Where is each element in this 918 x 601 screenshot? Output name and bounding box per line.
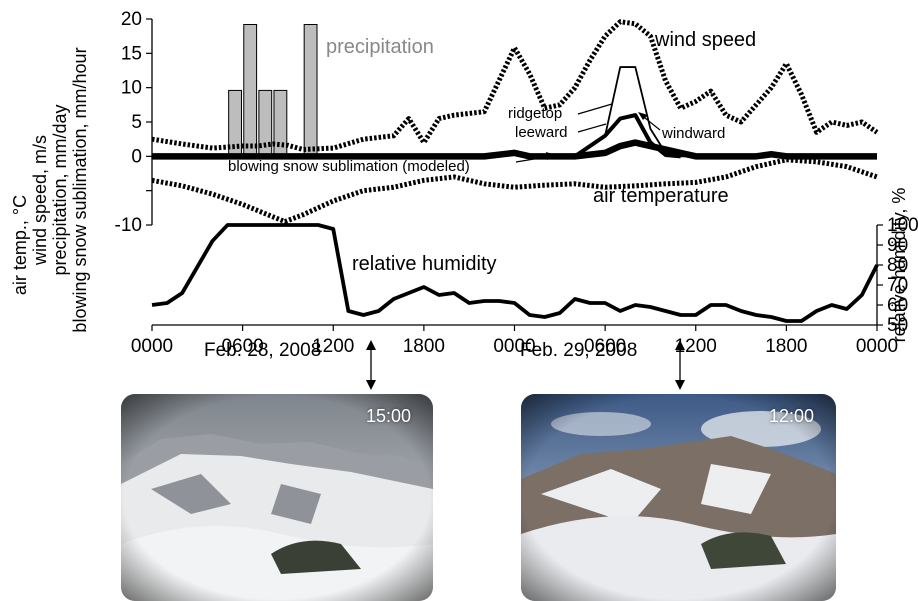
photo-arrow-2 [675,340,685,390]
right-tick-label: 60 [887,295,908,316]
left-tick-label: -10 [115,215,142,236]
photo-1-timestamp: 15:00 [365,406,411,426]
x-tick-label: 1800 [765,336,807,357]
leeward-label: leeward [515,124,568,141]
x-tick-label: 0600 [221,336,263,357]
sublimation-label: blowing snow sublimation (modeled) [228,158,470,175]
x-tick-label: 0600 [584,336,626,357]
photo-2-timestamp: 12:00 [768,406,814,426]
right-tick-label: 100 [887,215,918,236]
chart-axes: 0000 0600 1200 1800 0000 0600 1200 1800 0000 -10 0… [115,9,918,357]
left-axis-label-line-4: blowing snow sublimation, mm/hour [70,47,90,332]
photo-arrow-1 [366,340,376,390]
precipitation-bar [243,23,258,157]
ridgetop-pointer [577,103,613,115]
windward-label: windward [661,125,725,142]
air-temperature-line [151,157,878,225]
relative-humidity-line [151,223,879,323]
photo-feb-29: 12:00 [521,394,836,601]
windward-arrowhead [638,112,648,120]
chart-marks [151,19,879,323]
left-tick-label: 0 [131,146,142,167]
air-temperature-label: air temperature [593,185,729,207]
left-axis-label-line-2: wind speed, m/s [30,135,50,266]
x-tick-label: 1200 [675,336,717,357]
left-tick-label: 15 [121,43,142,64]
chart-annotations: precipitation wind speed ridgetop leewar… [10,29,909,390]
leeward-line [152,139,877,160]
x-tick-label: 1200 [312,336,354,357]
right-tick-label: 90 [887,235,908,256]
photo-feb-28: 15:00 [121,394,433,601]
right-tick-label: 50 [887,315,908,336]
x-tick-label: 0000 [131,336,173,357]
ridgetop-label: ridgetop [508,105,562,122]
sublimation-pointer [515,155,553,163]
right-tick-label: 70 [887,275,908,296]
precipitation-bar [273,89,288,157]
left-axis-label-line-1: air temp., °C [10,195,30,295]
right-axis-label: relative humidity, % [889,188,909,343]
date-label-feb-29: Feb. 29, 2008 [520,340,638,361]
x-tick-label: 1800 [403,336,445,357]
left-tick-label: 5 [131,112,142,133]
date-label-feb-28: Feb. 28, 2008 [204,340,322,361]
precipitation-label: precipitation [326,36,434,58]
wind-speed-label: wind speed [654,29,756,51]
precipitation-bar [303,23,318,157]
right-tick-label: 80 [887,255,908,276]
left-tick-label: 10 [121,78,142,99]
left-axis-label-line-3: precipitation, mm/day [50,104,70,275]
relative-humidity-label: relative humidity [352,253,497,275]
x-tick-label: 0000 [493,336,535,357]
windward-line [573,113,681,159]
sublimation-arrowhead [546,152,556,160]
wind-speed-line [151,19,879,152]
left-tick-label: 20 [121,9,142,30]
x-tick-label: 0000 [856,336,898,357]
precipitation-bar [228,89,242,157]
leeward-pointer [577,123,607,133]
